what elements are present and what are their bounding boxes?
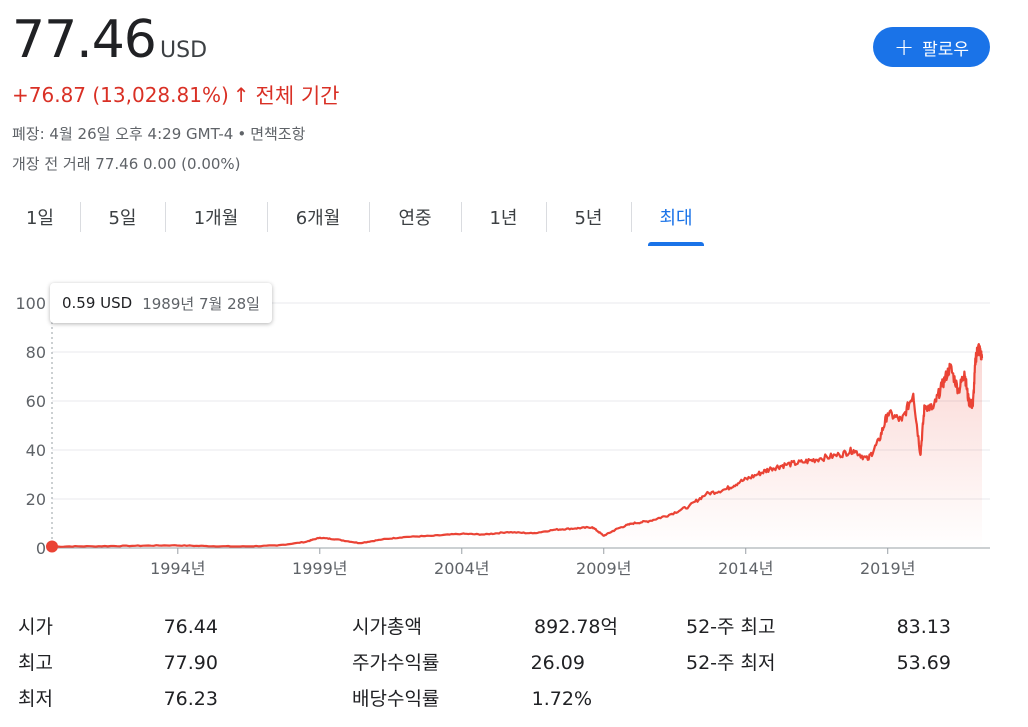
stat-value: 76.44	[163, 616, 218, 638]
stat-label: 배당수익률	[352, 688, 440, 710]
tab-6m[interactable]: 6개월	[267, 196, 369, 242]
follow-label: 팔로우	[922, 39, 970, 60]
y-tick-label: 0	[36, 539, 46, 558]
close-info-line: 폐장: 4월 26일 오후 4:29 GMT-4 • 면책조항	[12, 125, 306, 143]
stat-label: 52-주 최고	[686, 616, 776, 638]
stat-pe-ratio: 주가수익률 26.09	[352, 646, 585, 680]
stat-label: 주가수익률	[352, 652, 440, 674]
chart-tooltip: 0.59 USD 1989년 7월 28일	[50, 283, 272, 323]
stat-label: 시가	[18, 616, 53, 638]
stat-value: 76.23	[163, 688, 218, 710]
tooltip-price: 0.59 USD	[62, 294, 133, 312]
close-info: 폐장: 4월 26일 오후 4:29 GMT-4	[12, 125, 234, 143]
y-axis-labels: 0 20 40 60 80 100	[15, 294, 46, 558]
x-tick-label: 1994년	[150, 559, 205, 578]
arrow-up-icon: ↑	[232, 83, 250, 107]
stats-table: 시가 76.44 최고 77.90 최저 76.23 시가총액 892.78억 …	[0, 610, 1028, 727]
x-axis-labels: 1994년 1999년 2004년 2009년 2014년 2019년	[150, 548, 915, 578]
stat-open: 시가 76.44	[18, 610, 218, 644]
stat-high: 최고 77.90	[18, 646, 218, 680]
stat-value: 1.72%	[531, 688, 592, 710]
stat-value: 77.90	[163, 652, 218, 674]
tab-ytd[interactable]: 연중	[369, 196, 461, 242]
stat-low: 최저 76.23	[18, 682, 218, 716]
tab-5y[interactable]: 5년	[546, 196, 631, 242]
y-tick-label: 40	[26, 441, 46, 460]
y-tick-label: 100	[15, 294, 46, 313]
tab-label: 6개월	[295, 208, 341, 229]
tab-label: 1개월	[193, 208, 239, 229]
change-period: 전체 기간	[255, 84, 340, 108]
tab-label: 1일	[25, 208, 54, 229]
stat-label: 최저	[18, 688, 53, 710]
premarket-info: 개장 전 거래 77.46 0.00 (0.00%)	[12, 155, 241, 173]
stat-value: 26.09	[530, 652, 585, 674]
tab-1d[interactable]: 1일	[0, 196, 80, 242]
tab-5d[interactable]: 5일	[80, 196, 165, 242]
chart-series	[46, 343, 984, 553]
time-range-tabs: 1일 5일 1개월 6개월 연중 1년 5년 최대	[0, 196, 721, 246]
stat-label: 최고	[18, 652, 53, 674]
y-tick-label: 60	[26, 392, 46, 411]
tab-1m[interactable]: 1개월	[165, 196, 267, 242]
tab-label: 1년	[489, 208, 518, 229]
y-tick-label: 80	[26, 343, 46, 362]
series-area	[52, 344, 982, 548]
stat-52w-low: 52-주 최저 53.69	[686, 646, 951, 680]
stat-value: 892.78억	[534, 616, 618, 638]
tab-label: 연중	[398, 208, 432, 229]
x-tick-label: 2019년	[860, 559, 915, 578]
stat-dividend-yield: 배당수익률 1.72%	[352, 682, 592, 716]
active-tab-indicator	[648, 242, 704, 246]
tab-label: 5일	[108, 208, 137, 229]
x-tick-label: 1999년	[292, 559, 347, 578]
price-chart[interactable]: 0 20 40 60 80 100 1994년 1999년 2004년 2009년 2014년 20…	[0, 270, 1028, 590]
series-line	[51, 343, 984, 548]
hover-point	[46, 540, 58, 553]
tooltip-date: 1989년 7월 28일	[142, 294, 260, 313]
plus-icon: +	[893, 33, 915, 61]
x-tick-label: 2014년	[718, 559, 773, 578]
stat-52w-high: 52-주 최고 83.13	[686, 610, 951, 644]
stat-value: 83.13	[896, 616, 951, 638]
change-value: +76.87 (13,028.81%)	[12, 83, 229, 107]
tab-label: 최대	[659, 208, 693, 229]
stat-label: 52-주 최저	[686, 652, 776, 674]
stock-price: 77.46	[12, 10, 157, 70]
tab-max[interactable]: 최대	[631, 196, 721, 246]
currency-label: USD	[160, 38, 208, 63]
price-change: +76.87 (13,028.81%) ↑ 전체 기간	[12, 80, 340, 110]
disclaimer-link[interactable]: 면책조항	[250, 125, 306, 143]
follow-button[interactable]: + 팔로우	[873, 27, 990, 67]
y-tick-label: 20	[26, 490, 46, 509]
x-tick-label: 2004년	[434, 559, 489, 578]
tab-label: 5년	[574, 208, 603, 229]
x-tick-label: 2009년	[576, 559, 631, 578]
tab-1y[interactable]: 1년	[461, 196, 546, 242]
stat-label: 시가총액	[352, 616, 422, 638]
stat-value: 53.69	[896, 652, 951, 674]
stat-market-cap: 시가총액 892.78억	[352, 610, 618, 644]
